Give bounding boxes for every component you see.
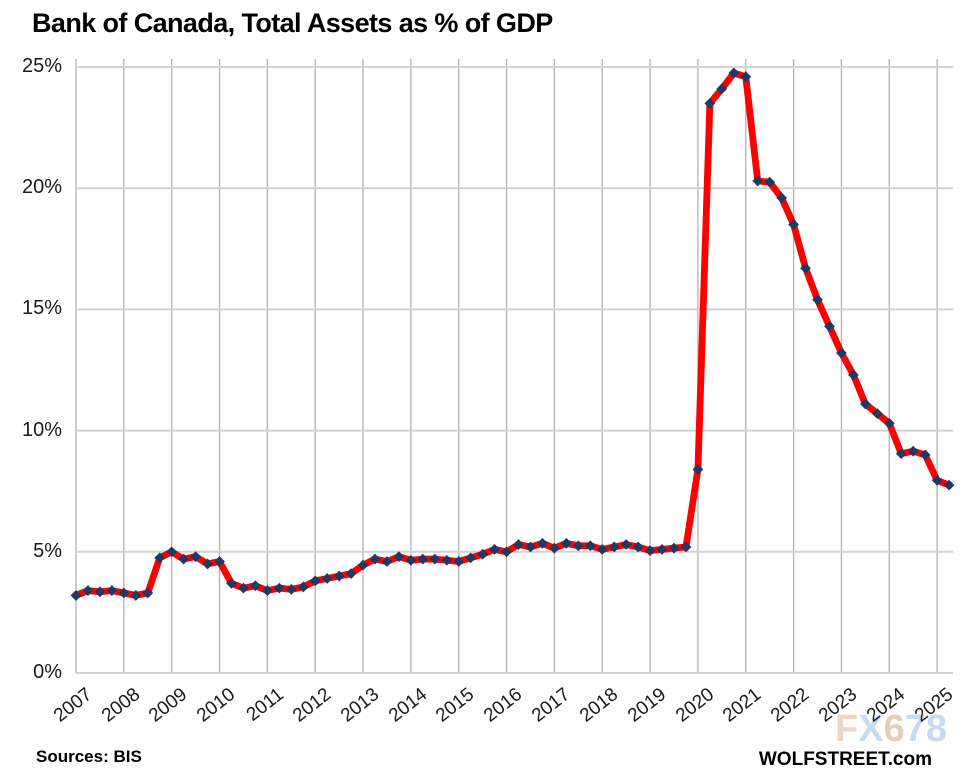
- data-point-marker: [214, 556, 225, 567]
- data-point-marker: [931, 474, 943, 486]
- data-point-marker: [250, 580, 261, 592]
- y-axis-tick-label: 25%: [21, 55, 62, 77]
- data-point-marker: [333, 570, 345, 582]
- data-point-marker: [692, 463, 704, 475]
- data-point-marker: [166, 546, 178, 558]
- data-point-marker: [656, 543, 668, 555]
- data-point-marker: [501, 546, 512, 558]
- data-point-marker: [273, 582, 285, 594]
- data-point-marker: [202, 558, 213, 570]
- fx678-watermark-letter: 8: [925, 708, 947, 750]
- data-point-marker: [620, 539, 632, 550]
- data-point-marker: [943, 479, 955, 491]
- fx678-watermark-letter: F: [835, 708, 859, 750]
- data-point-marker: [560, 537, 572, 549]
- data-point-marker: [118, 587, 130, 599]
- data-point-marker: [357, 559, 369, 571]
- data-point-marker: [429, 553, 441, 565]
- data-point-marker: [632, 541, 644, 553]
- data-point-marker: [345, 568, 357, 580]
- data-point-marker: [261, 585, 273, 596]
- data-point-marker: [871, 408, 883, 420]
- data-point-marker: [285, 583, 297, 595]
- data-point-marker: [883, 417, 895, 429]
- data-point-marker: [381, 556, 393, 567]
- data-point-marker: [549, 542, 560, 554]
- data-point-marker: [537, 537, 548, 549]
- data-point-marker: [848, 369, 859, 381]
- data-point-marker: [321, 573, 333, 584]
- data-point-marker: [489, 543, 500, 555]
- y-axis-tick-label: 5%: [33, 539, 62, 562]
- data-point-marker: [608, 541, 620, 553]
- data-point-marker: [525, 541, 536, 553]
- data-point-marker: [919, 449, 931, 461]
- data-point-marker: [764, 176, 776, 188]
- data-point-marker: [776, 192, 788, 204]
- data-point-marker: [644, 545, 656, 556]
- data-point-marker: [82, 585, 94, 596]
- data-point-marker: [812, 294, 823, 306]
- data-point-marker: [417, 553, 429, 565]
- chart-title: Bank of Canada, Total Assets as % of GDP: [32, 8, 553, 38]
- data-point-marker: [106, 585, 118, 596]
- fx678-watermark-letter: 7: [904, 708, 926, 750]
- fx678-watermark-letter: 6: [883, 708, 905, 750]
- data-point-marker: [728, 67, 740, 79]
- data-point-marker: [752, 175, 764, 187]
- data-point-marker: [369, 553, 381, 565]
- data-point-marker: [238, 582, 249, 594]
- data-point-marker: [226, 577, 237, 589]
- data-point-marker: [309, 575, 321, 587]
- fx678-watermark: FX678: [835, 708, 947, 751]
- data-point-marker: [716, 83, 728, 95]
- data-point-marker: [405, 554, 417, 566]
- data-point-marker: [859, 398, 871, 410]
- y-axis-tick-label: 0%: [33, 661, 62, 683]
- data-point-marker: [704, 97, 716, 109]
- data-point-marker: [800, 262, 811, 274]
- data-point-marker: [836, 347, 847, 359]
- data-point-marker: [465, 552, 477, 564]
- data-point-marker: [70, 590, 82, 601]
- data-point-marker: [453, 556, 465, 567]
- y-axis-tick-label: 15%: [21, 297, 62, 320]
- data-line: [72, 69, 953, 599]
- y-axis-tick-label: 20%: [21, 176, 62, 199]
- data-point-marker: [477, 548, 489, 560]
- data-point-marker: [154, 552, 166, 564]
- data-point-marker: [680, 541, 692, 553]
- wolfstreet-brand: WOLFSTREET.com: [758, 749, 932, 770]
- data-point-marker: [130, 590, 142, 601]
- data-point-marker: [142, 587, 154, 599]
- data-point-marker: [441, 554, 453, 566]
- data-point-marker: [668, 542, 680, 554]
- data-point-marker: [824, 320, 835, 332]
- data-point-marker: [907, 445, 919, 457]
- data-point-marker: [895, 448, 907, 460]
- data-point-marker: [94, 586, 106, 598]
- data-point-marker: [788, 219, 799, 230]
- data-point-marker: [178, 553, 190, 565]
- data-point-marker: [393, 551, 405, 563]
- source-note: Sources: BIS: [36, 747, 142, 766]
- data-point-marker: [740, 71, 752, 83]
- data-point-marker: [190, 551, 201, 563]
- data-point-marker: [584, 540, 596, 552]
- y-axis-tick-label: 10%: [21, 418, 62, 441]
- data-point-marker: [297, 581, 309, 593]
- fx678-watermark-letter: X: [858, 708, 884, 750]
- data-point-marker: [572, 540, 584, 552]
- data-point-marker: [513, 539, 524, 550]
- data-point-marker: [596, 543, 608, 555]
